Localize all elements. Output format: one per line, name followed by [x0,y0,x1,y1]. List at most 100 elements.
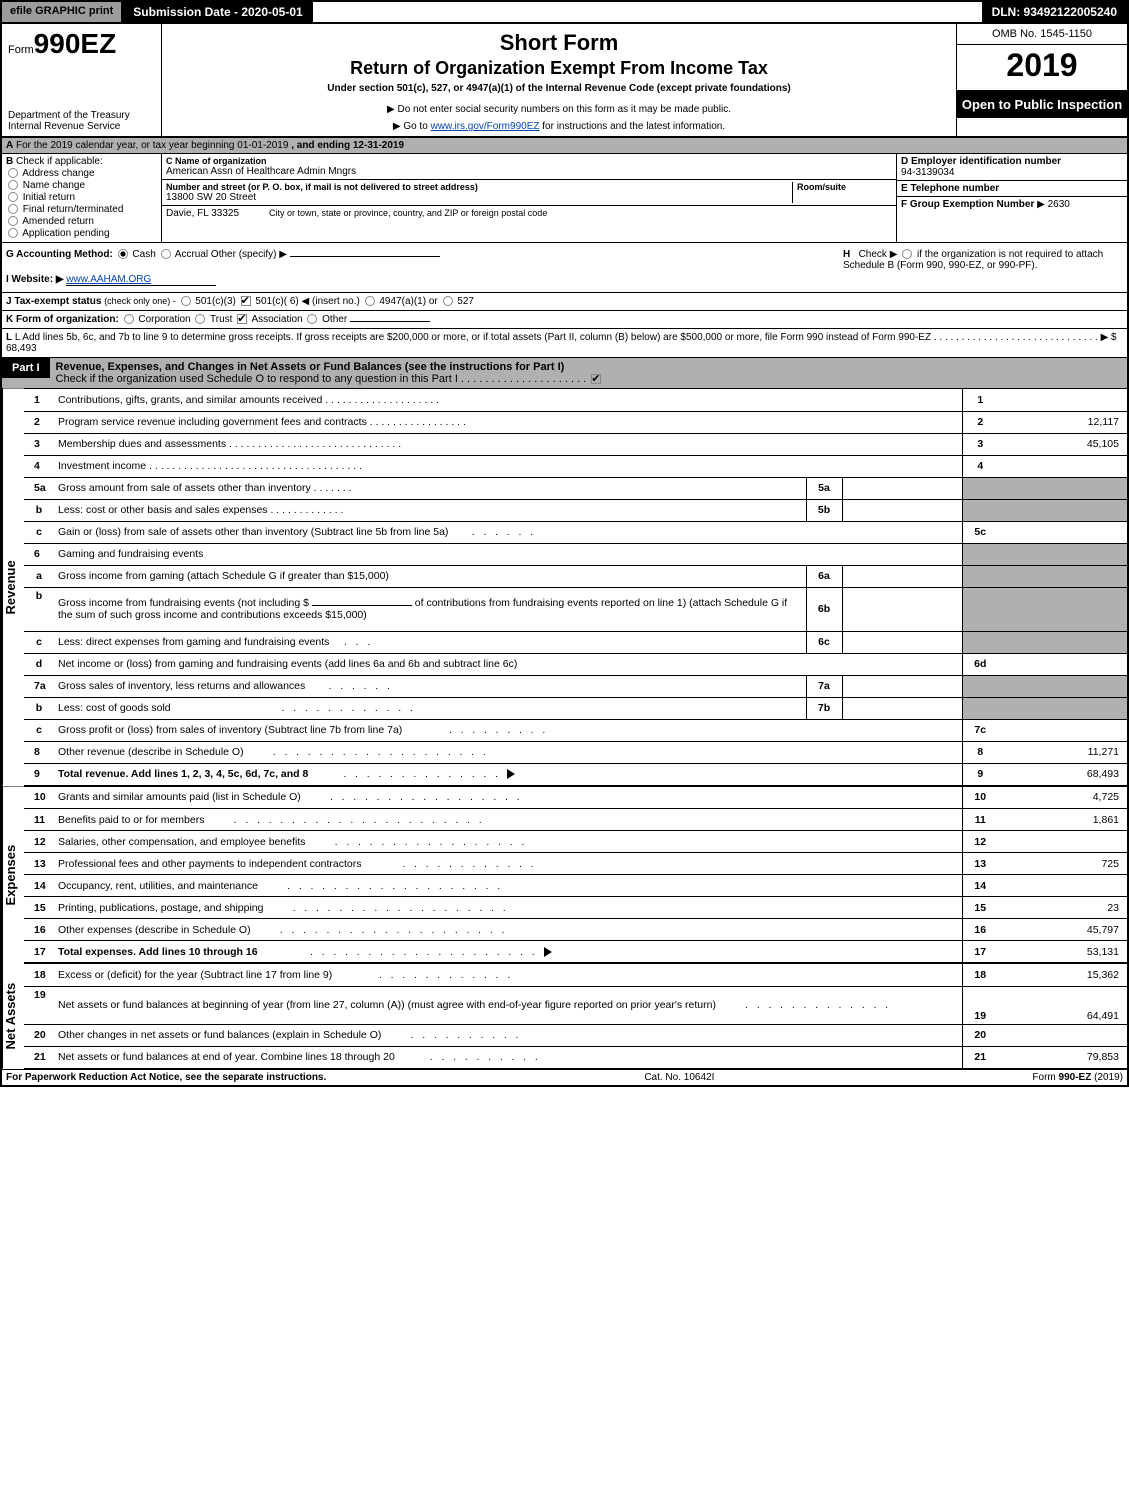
website-link[interactable]: www.AAHAM.ORG [66,274,216,286]
irs-link[interactable]: www.irs.gov/Form990EZ [431,121,540,132]
l2-desc: Program service revenue including govern… [58,416,367,428]
tax-year: 2019 [957,45,1127,91]
l1-amt [998,389,1128,411]
j-sub: (check only one) - [104,296,176,306]
l12-desc: Salaries, other compensation, and employ… [58,836,305,848]
org-addr-row: Number and street (or P. O. box, if mail… [162,180,896,206]
chk-initial-return[interactable]: Initial return [6,192,157,203]
l16-col: 16 [962,919,998,941]
line-9: 9 Total revenue. Add lines 1, 2, 3, 4, 5… [24,763,1128,785]
section-c: C Name of organization American Assn of … [162,154,897,242]
dept-treasury: Department of the Treasury [8,110,155,121]
submission-date-label: Submission Date - 2020-05-01 [123,2,312,22]
line-14: 14 Occupancy, rent, utilities, and maint… [24,875,1128,897]
opt-527: 527 [457,296,474,307]
l4-num: 4 [24,455,54,477]
goto-post: for instructions and the latest informat… [539,121,725,132]
radio-association[interactable] [237,314,247,324]
l8-desc: Other revenue (describe in Schedule O) [58,746,244,758]
chk-label-0: Address change [22,168,94,179]
part1-title-block: Revenue, Expenses, and Changes in Net As… [50,358,1127,388]
l15-desc: Printing, publications, postage, and shi… [58,902,263,914]
radio-501c3[interactable] [181,296,191,306]
ein-row: D Employer identification number 94-3139… [897,154,1127,181]
k-other-input[interactable] [350,321,430,322]
radio-527[interactable] [443,296,453,306]
l5a-col [962,477,998,499]
radio-accrual[interactable] [161,249,171,259]
line-5a: 5a Gross amount from sale of assets othe… [24,477,1128,499]
l7c-num: c [24,719,54,741]
l17-amt: 53,131 [998,941,1128,963]
form-number-big: 990EZ [34,28,117,59]
chk-name-change[interactable]: Name change [6,180,157,191]
line-5c: c Gain or (loss) from sale of assets oth… [24,521,1128,543]
org-name-value: American Assn of Healthcare Admin Mngrs [166,166,892,177]
chk-amended-return[interactable]: Amended return [6,216,157,227]
l14-num: 14 [24,875,54,897]
line-3: 3 Membership dues and assessments . . . … [24,433,1128,455]
dln-label: DLN: 93492122005240 [982,2,1127,22]
line-20: 20 Other changes in net assets or fund b… [24,1024,1128,1046]
h-checkbox[interactable] [902,249,912,259]
radio-501c[interactable] [241,296,251,306]
l6b-midval [842,587,962,631]
chk-application-pending[interactable]: Application pending [6,228,157,239]
ein-label: D Employer identification number [901,156,1061,167]
l6b-amount-input[interactable] [312,605,412,606]
radio-corporation[interactable] [124,314,134,324]
line-13: 13 Professional fees and other payments … [24,853,1128,875]
l10-num: 10 [24,787,54,809]
subtitle: Under section 501(c), 527, or 4947(a)(1)… [170,83,948,94]
l9-amt: 68,493 [998,763,1128,785]
netassets-vlabel: Net Assets [2,964,24,1069]
section-l: L L Add lines 5b, 6c, and 7b to line 9 t… [0,329,1129,358]
section-a-text-pre: For the 2019 calendar year, or tax year … [16,140,288,151]
part1-schedule-o-checkbox[interactable] [591,374,601,384]
l5b-mid: 5b [806,499,842,521]
department-block: Department of the Treasury Internal Reve… [8,110,155,132]
website-row: I Website: ▶ www.AAHAM.ORG [6,274,843,286]
l6c-desc: Less: direct expenses from gaming and fu… [58,636,329,648]
radio-trust[interactable] [195,314,205,324]
l7b-col [962,697,998,719]
section-b: B Check if applicable: Address change Na… [2,154,162,242]
radio-other[interactable] [307,314,317,324]
line-16: 16 Other expenses (describe in Schedule … [24,919,1128,941]
l8-num: 8 [24,741,54,763]
section-a: A For the 2019 calendar year, or tax yea… [0,138,1129,154]
l5b-col [962,499,998,521]
radio-4947[interactable] [365,296,375,306]
l5a-desc: Gross amount from sale of assets other t… [58,482,311,494]
l13-col: 13 [962,853,998,875]
section-k: K Form of organization: Corporation Trus… [0,311,1129,329]
l20-col: 20 [962,1024,998,1046]
efile-print-button[interactable]: efile GRAPHIC print [2,2,123,22]
l16-num: 16 [24,919,54,941]
chk-final-return[interactable]: Final return/terminated [6,204,157,215]
telephone-row: E Telephone number [897,181,1127,197]
l1-desc: Contributions, gifts, grants, and simila… [58,394,322,406]
l5c-num: c [24,521,54,543]
l3-desc: Membership dues and assessments [58,438,226,450]
l6a-desc: Gross income from gaming (attach Schedul… [58,570,389,582]
radio-cash[interactable] [118,249,128,259]
l20-num: 20 [24,1024,54,1046]
accrual-label: Accrual [175,249,208,260]
line-6b: b Gross income from fundraising events (… [24,587,1128,631]
chk-label-3: Final return/terminated [23,204,124,215]
opt-501c3: 501(c)(3) [195,296,236,307]
j-label: J Tax-exempt status [6,296,101,307]
org-addr-label: Number and street (or P. O. box, if mail… [166,182,792,192]
l14-desc: Occupancy, rent, utilities, and maintena… [58,880,258,892]
form-prefix: Form [8,44,34,56]
l18-amt: 15,362 [998,964,1128,986]
part1-check-text: Check if the organization used Schedule … [56,373,458,385]
chk-address-change[interactable]: Address change [6,168,157,179]
goto-note: ▶ Go to www.irs.gov/Form990EZ for instru… [170,121,948,132]
footer-right: Form 990-EZ (2019) [1032,1072,1123,1083]
l11-col: 11 [962,809,998,831]
l6-amt [998,543,1128,565]
revenue-table: 1 Contributions, gifts, grants, and simi… [24,389,1129,786]
other-specify-input[interactable] [290,256,440,257]
